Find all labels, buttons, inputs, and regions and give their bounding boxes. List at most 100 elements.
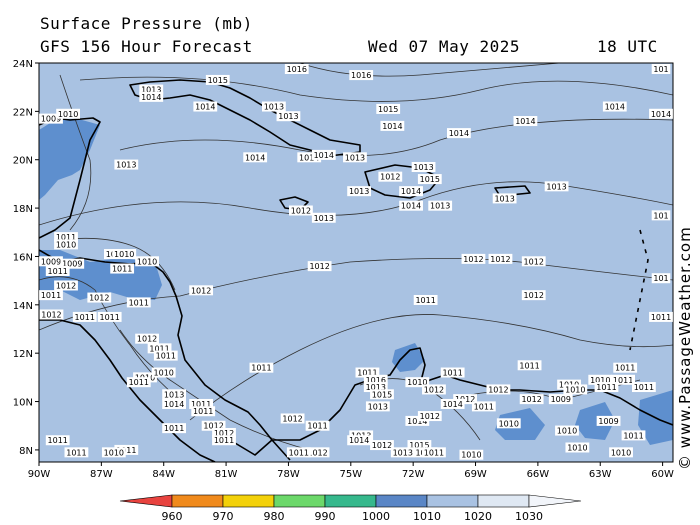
- pressure-label: 1009: [41, 257, 61, 266]
- pressure-label-bg: [363, 374, 388, 385]
- pressure-label: 1012: [56, 281, 76, 290]
- colorbar-segment: [477, 494, 530, 508]
- pressure-label-bg: [39, 309, 64, 320]
- pressure-label: 1012: [41, 310, 61, 319]
- pressure-label-bg: [399, 186, 423, 197]
- pressure-label-bg: [151, 367, 176, 378]
- pressure-label: 1013: [345, 153, 365, 162]
- pressure-label: 1011: [156, 352, 176, 361]
- pressure-label-bg: [602, 101, 627, 112]
- pressure-label-bg: [471, 401, 496, 412]
- pressure-colorbar: 960 970 980 990 1000 1010 1020 1030: [119, 494, 582, 523]
- pressure-label: 1010: [565, 385, 585, 394]
- lat-tick-label: 10N: [13, 398, 33, 409]
- pressure-label-bg: [162, 389, 187, 400]
- low-pressure-yucatan: [39, 118, 100, 200]
- copyright-text: © www.PassageWeather.com: [676, 226, 694, 470]
- pressure-label: 1010: [58, 110, 78, 119]
- pressure-label-bg: [453, 394, 478, 405]
- lon-tick-label: 78W: [277, 469, 300, 480]
- chart-title: Surface Pressure (mb): [40, 14, 253, 33]
- pressure-label: 1011: [424, 448, 444, 457]
- pressure-label-bg: [110, 263, 135, 274]
- pressure-label: 1010: [557, 427, 577, 436]
- pressure-label: 1010: [154, 369, 174, 378]
- pressure-label-bg: [311, 212, 336, 223]
- pressure-label: 1011: [307, 422, 327, 431]
- pressure-label-bg: [417, 411, 442, 422]
- pressure-label: 1014: [442, 400, 462, 409]
- pressure-label-bg: [365, 401, 390, 412]
- pressure-label: 1011: [519, 361, 539, 370]
- lat-tick-label: 24N: [13, 59, 33, 70]
- pressure-label-bg: [407, 440, 432, 451]
- colorbar-segment: [426, 494, 479, 508]
- pressure-label: 1016: [351, 71, 371, 80]
- isobar-1015: [79, 76, 673, 102]
- pressure-label-bg: [486, 384, 511, 395]
- pressure-label-bg: [162, 423, 187, 434]
- pressure-label: 1011: [615, 364, 635, 373]
- pressure-label: 1011: [251, 364, 271, 373]
- pressure-label: 1011: [129, 298, 149, 307]
- pressure-label: 1011: [66, 448, 86, 457]
- pressure-label-bg: [147, 343, 172, 354]
- isobar-1013-west: [59, 74, 92, 231]
- pressure-label-bg: [307, 261, 332, 272]
- pressure-label: 1013: [141, 86, 161, 95]
- pressure-label-bg: [249, 362, 274, 373]
- pressure-label: 1011: [214, 436, 234, 445]
- pressure-label: 1011: [596, 383, 616, 392]
- lat-tick-label: 8N: [19, 446, 33, 457]
- pressure-label-bg: [311, 149, 336, 160]
- pressure-label: 1011: [129, 378, 149, 387]
- pressure-label: 1012: [524, 257, 544, 266]
- lon-tick-label: 90W: [28, 469, 51, 480]
- pressure-label-bg: [631, 382, 656, 393]
- pressure-label-bg: [139, 84, 164, 95]
- pressure-label-bg: [417, 174, 442, 185]
- pressure-label-bg: [363, 382, 388, 393]
- lat-tick-label: 16N: [13, 252, 33, 263]
- pressure-label: 1013: [164, 390, 184, 399]
- pressure-label-bg: [390, 447, 415, 458]
- pressure-label: 1011: [289, 448, 309, 457]
- pressure-label-bg: [380, 120, 405, 131]
- lat-tick-label: 18N: [13, 204, 33, 215]
- pressure-label-bg: [461, 253, 486, 264]
- pressure-label: 1012: [524, 291, 544, 300]
- pressure-label-bg: [101, 447, 126, 458]
- pressure-label-bg: [162, 398, 187, 409]
- pressure-label: 1010: [611, 448, 631, 457]
- colorbar-label: 970: [213, 510, 234, 523]
- pressure-label-bg: [289, 205, 313, 216]
- pressure-label-bg: [405, 377, 430, 388]
- pressure-label: 1012: [463, 255, 483, 264]
- pressure-label: 1012: [282, 414, 302, 423]
- pressure-label-bg: [347, 435, 372, 446]
- pressure-label-bg: [370, 440, 394, 451]
- pressure-label: 1011: [116, 446, 136, 455]
- pressure-label: 1012: [372, 441, 392, 450]
- pressure-label: 1010: [104, 448, 124, 457]
- pressure-label: 1014: [299, 153, 319, 162]
- pressure-label: 1012: [521, 395, 541, 404]
- lon-tick-label: 81W: [215, 469, 238, 480]
- pressure-label: 1012: [455, 395, 475, 404]
- pressure-label: 1011: [442, 369, 462, 378]
- pressure-label: 1014: [651, 110, 671, 119]
- pressure-label-bg: [112, 249, 137, 260]
- pressure-label: 1011: [41, 291, 61, 300]
- pressure-label-bg: [45, 265, 70, 276]
- colorbar-segment: [171, 494, 224, 508]
- pressure-label: 1011: [634, 383, 654, 392]
- pressure-label: 1012: [137, 335, 157, 344]
- pressure-label-bg: [212, 435, 236, 446]
- pressure-label: 1015: [420, 175, 440, 184]
- pressure-label: 1012: [214, 429, 234, 438]
- pressure-label: 1009: [62, 260, 82, 269]
- pressure-label-bg: [594, 382, 619, 393]
- pressure-label-bg: [548, 394, 573, 405]
- pressure-label-bg: [555, 425, 579, 436]
